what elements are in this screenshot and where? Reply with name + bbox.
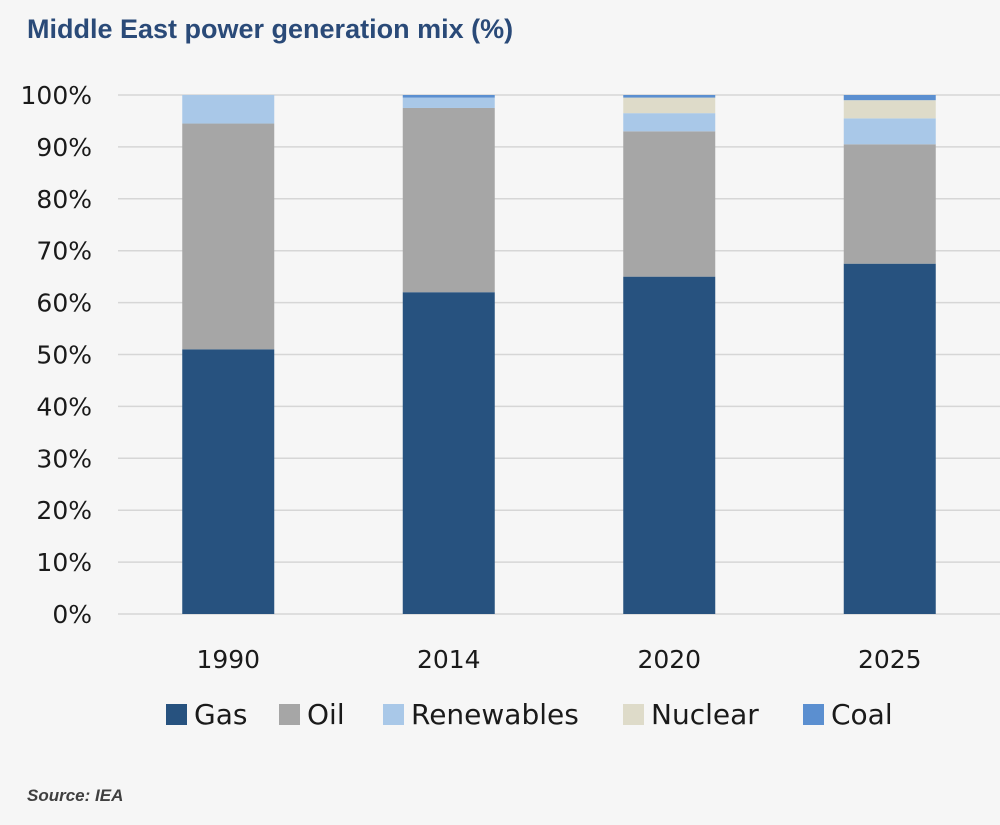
bar-segment-renewables-1990 <box>182 95 275 124</box>
y-tick-label: 0% <box>52 600 92 629</box>
x-tick-label: 2020 <box>637 645 701 674</box>
x-tick-label: 2014 <box>417 645 481 674</box>
bar-segment-gas-2020 <box>623 276 716 614</box>
bar-segment-renewables-2014 <box>402 97 495 108</box>
legend-swatch-oil <box>279 704 300 725</box>
legend-swatch-coal <box>803 704 824 725</box>
x-axis-labels: 1990 2014 2020 2025 <box>196 645 921 674</box>
bar-segment-oil-2014 <box>402 107 495 293</box>
bar-segment-gas-2014 <box>402 292 495 614</box>
source-note: Source: IEA <box>27 786 124 805</box>
legend-label-oil: Oil <box>307 698 345 731</box>
y-tick-label: 40% <box>36 392 92 421</box>
bars <box>182 95 936 614</box>
legend-label-coal: Coal <box>831 698 893 731</box>
legend-swatch-renewables <box>383 704 404 725</box>
bar-segment-renewables-2020 <box>623 113 716 132</box>
bar-segment-nuclear-2020 <box>623 97 716 114</box>
bar-segment-gas-2025 <box>843 263 936 614</box>
legend-swatch-nuclear <box>623 704 644 725</box>
legend-label-renewables: Renewables <box>411 698 579 731</box>
bar-segment-nuclear-2025 <box>843 100 936 119</box>
y-tick-label: 30% <box>36 444 92 473</box>
y-tick-label: 90% <box>36 133 92 162</box>
y-tick-label: 70% <box>36 237 92 266</box>
bar-segment-oil-1990 <box>182 123 275 350</box>
bar-segment-coal-2025 <box>843 95 936 101</box>
legend-swatch-gas <box>166 704 187 725</box>
bar-segment-coal-2020 <box>623 95 716 98</box>
bar-segment-renewables-2025 <box>843 118 936 145</box>
y-tick-label: 50% <box>36 341 92 370</box>
x-tick-label: 1990 <box>196 645 260 674</box>
y-tick-label: 60% <box>36 289 92 318</box>
chart-title: Middle East power generation mix (%) <box>27 14 514 44</box>
y-tick-label: 80% <box>36 185 92 214</box>
legend-label-gas: Gas <box>194 698 247 731</box>
y-tick-label: 10% <box>36 548 92 577</box>
legend-label-nuclear: Nuclear <box>651 698 759 731</box>
bar-segment-oil-2020 <box>623 131 716 277</box>
bar-segment-coal-2014 <box>402 95 495 98</box>
bar-segment-gas-1990 <box>182 349 275 614</box>
legend: Gas Oil Renewables Nuclear Coal <box>166 698 893 731</box>
x-tick-label: 2025 <box>858 645 922 674</box>
y-axis-labels: 0% 10% 20% 30% 40% 50% 60% 70% 80% 90% 100% <box>21 81 92 629</box>
y-tick-label: 100% <box>21 81 92 110</box>
bar-segment-oil-2025 <box>843 144 936 264</box>
y-tick-label: 20% <box>36 496 92 525</box>
